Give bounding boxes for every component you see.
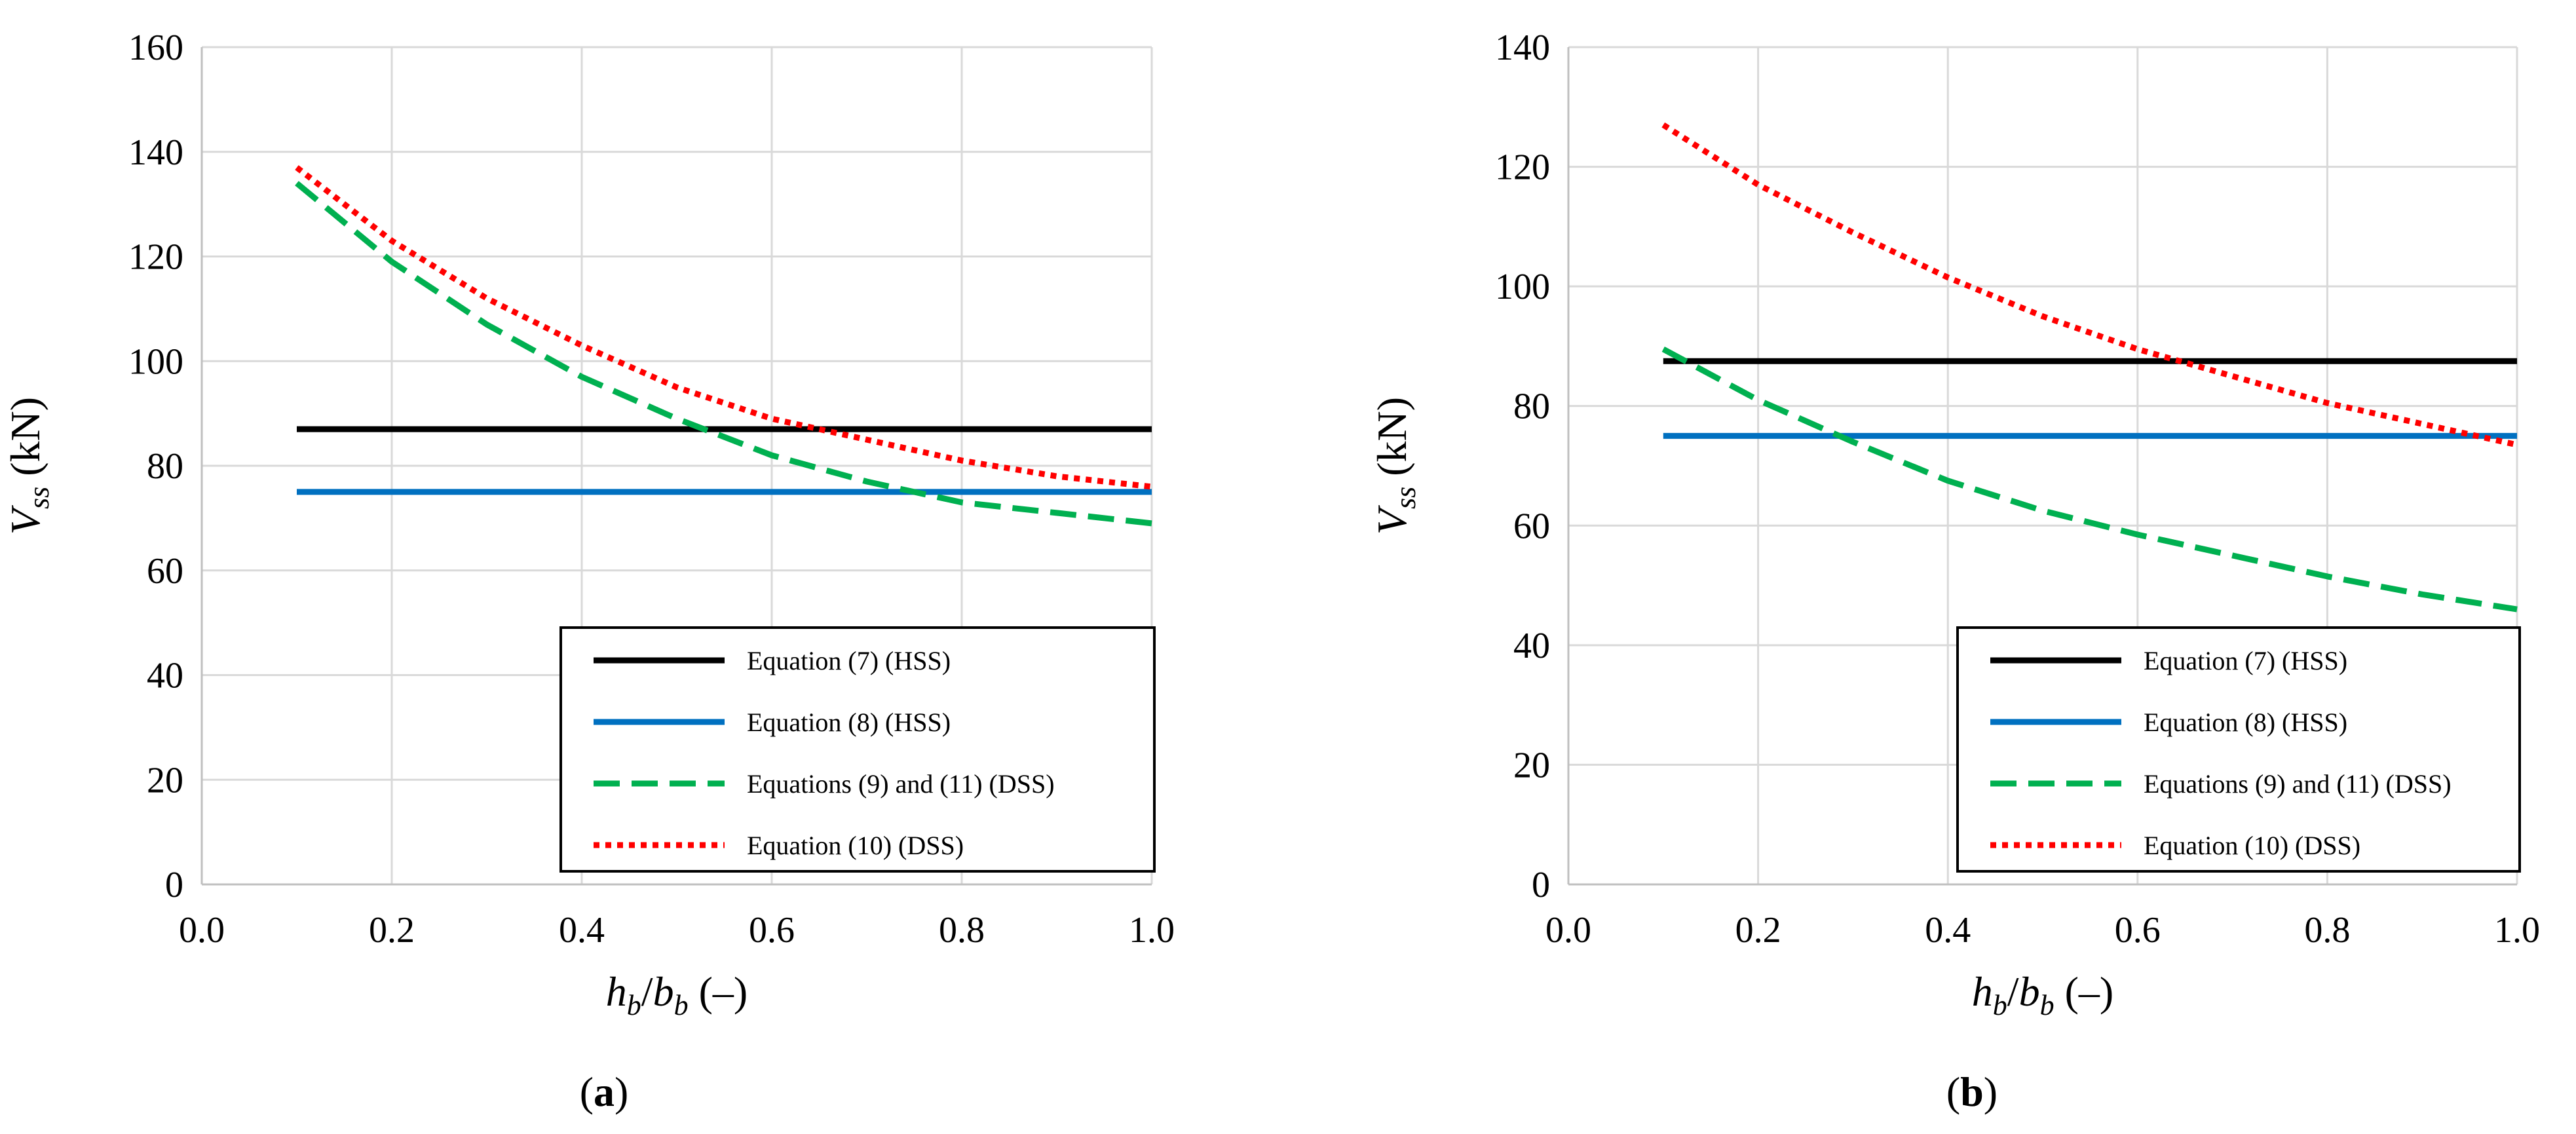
x-tick-label: 0.8 xyxy=(939,910,985,951)
legend-label-3: Equations (9) and (11) (DSS) xyxy=(747,769,1055,799)
y-tick-label: 120 xyxy=(128,237,183,278)
chart-a: 0 20 40 60 80 100 120 140 160 0.0 0.2 0.4 0.6 0.8 1.0 h… xyxy=(2,28,1175,1115)
series-line-3 xyxy=(1661,347,2518,613)
legend-label-3: Equations (9) and (11) (DSS) xyxy=(2144,769,2452,799)
x-tick-label: 0.2 xyxy=(369,910,415,951)
x-axis-title: hb/bb (–) xyxy=(606,968,748,1021)
y-tick-label: 60 xyxy=(147,551,183,592)
y-tick-label: 120 xyxy=(1495,147,1550,188)
y-tick-label: 40 xyxy=(1513,626,1550,666)
y-axis-title: Vss (kN) xyxy=(2,397,55,535)
x-tick-label: 0.6 xyxy=(749,910,795,951)
y-tick-label: 80 xyxy=(147,446,183,487)
legend-label-1: Equation (7) (HSS) xyxy=(2144,646,2347,675)
x-tick-label: 1.0 xyxy=(1129,910,1175,951)
legend-box xyxy=(559,626,1156,873)
y-tick-label: 140 xyxy=(128,132,183,173)
y-tick-label: 0 xyxy=(1532,865,1550,905)
panel-label: (b) xyxy=(1946,1068,1998,1115)
y-tick-label: 100 xyxy=(1495,267,1550,307)
legend-box xyxy=(1956,626,2521,873)
y-tick-label: 20 xyxy=(1513,745,1550,785)
x-tick-label: 0.0 xyxy=(179,910,225,951)
y-axis-title: Vss (kN) xyxy=(1369,397,1422,535)
x-tick-label: 0.2 xyxy=(1735,910,1781,951)
chart-b: 0 20 40 60 80 100 120 140 0.0 0.2 0.4 0.6 0.8 1.0 hb/b… xyxy=(1369,28,2540,1115)
y-tick-label: 80 xyxy=(1513,387,1550,427)
x-tick-label: 0.4 xyxy=(559,910,605,951)
y-tick-label: 140 xyxy=(1495,28,1550,68)
legend-label-1: Equation (7) (HSS) xyxy=(747,646,951,675)
legend-label-4: Equation (10) (DSS) xyxy=(2144,831,2360,860)
chart-b-legend: Equation (7) (HSS) Equation (8) (HSS) Equa… xyxy=(1956,626,2521,873)
x-tick-label: 0.6 xyxy=(2115,910,2161,951)
y-tick-label: 60 xyxy=(1513,506,1550,546)
y-tick-label: 160 xyxy=(128,28,183,68)
series-line-3 xyxy=(295,181,1152,527)
x-tick-label: 0.0 xyxy=(1545,910,1591,951)
legend-label-2: Equation (8) (HSS) xyxy=(747,708,951,737)
x-axis-title: hb/bb (–) xyxy=(1972,968,2113,1021)
series-line-4 xyxy=(1661,122,2518,448)
panel-label: (a) xyxy=(580,1068,629,1115)
y-tick-label: 20 xyxy=(147,760,183,801)
y-tick-label: 0 xyxy=(165,865,183,905)
y-tick-label: 100 xyxy=(128,341,183,382)
x-tick-label: 0.4 xyxy=(1925,910,1971,951)
y-tick-label: 40 xyxy=(147,656,183,696)
x-tick-label: 1.0 xyxy=(2494,910,2540,951)
series-line-4 xyxy=(295,165,1152,490)
chart-a-legend: Equation (7) (HSS) Equation (8) (HSS) Equa… xyxy=(559,626,1156,873)
legend-label-4: Equation (10) (DSS) xyxy=(747,831,964,860)
x-tick-label: 0.8 xyxy=(2304,910,2350,951)
legend-label-2: Equation (8) (HSS) xyxy=(2144,708,2347,737)
